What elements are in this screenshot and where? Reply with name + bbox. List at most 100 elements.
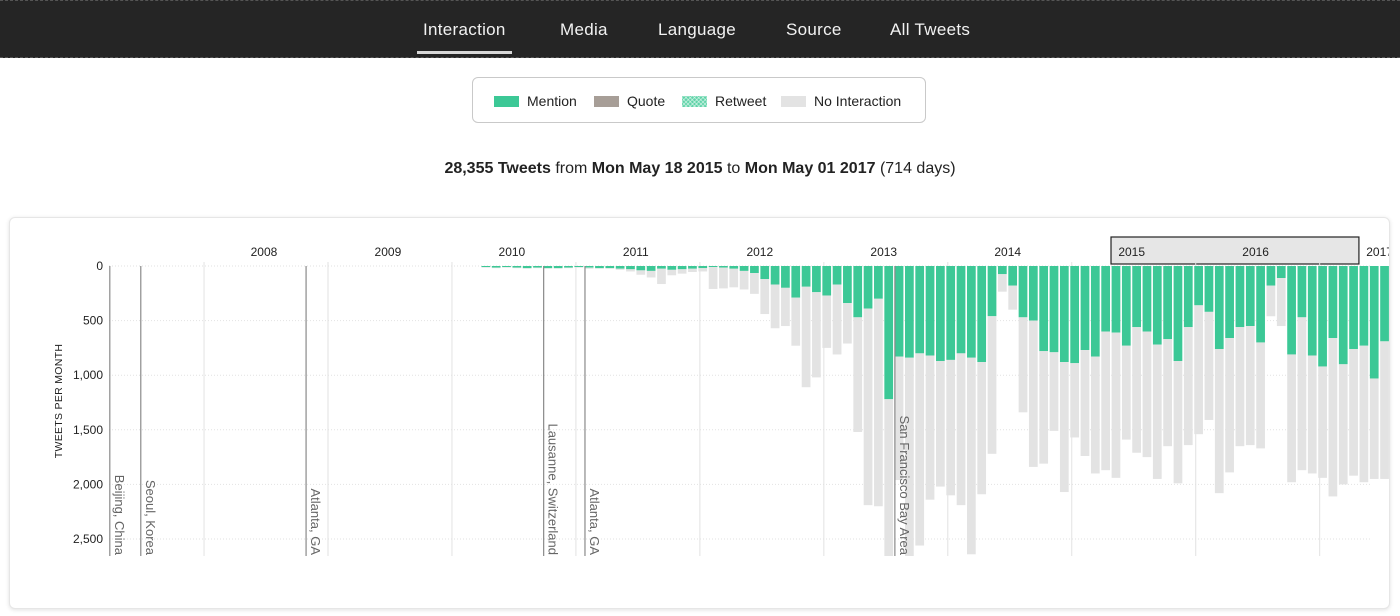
no-interaction-bar <box>946 359 956 496</box>
y-tick-label: 0 <box>96 259 103 273</box>
no-interaction-bar <box>584 267 594 269</box>
no-interaction-bar <box>1318 366 1327 478</box>
no-interaction-bar <box>543 268 553 269</box>
no-interaction-bar <box>615 268 625 270</box>
mention-bar <box>584 266 594 268</box>
no-interaction-bar <box>564 267 573 269</box>
mention-bar <box>894 266 904 357</box>
no-interaction-bar <box>708 267 718 289</box>
no-interaction-bar <box>1380 341 1389 479</box>
mention-bar <box>1142 266 1152 332</box>
mention-bar <box>1204 266 1214 312</box>
mention-bar <box>605 266 615 269</box>
mention-bar <box>1338 266 1348 365</box>
year-label: 2009 <box>375 245 402 259</box>
location-label: Atlanta, GA <box>308 489 323 556</box>
no-interaction-bar <box>1338 364 1348 485</box>
mention-bar <box>677 266 687 270</box>
mention-bar <box>698 266 708 269</box>
y-tick-label: 2,500 <box>73 532 103 546</box>
tab-media[interactable]: Media <box>560 20 608 39</box>
no-interaction-bar <box>1245 326 1255 446</box>
mention-bar <box>1266 266 1276 286</box>
legend-mention-label: Mention <box>527 93 577 109</box>
tab-language[interactable]: Language <box>658 20 737 39</box>
chart-legend: Mention Quote Retweet No Interaction <box>472 77 926 123</box>
mention-bar <box>688 266 697 269</box>
mention-bar <box>1245 266 1255 327</box>
no-interaction-bar <box>1163 339 1172 447</box>
no-interaction-bar <box>1183 327 1193 446</box>
mention-bar <box>626 266 635 270</box>
mention-bar <box>1152 266 1162 345</box>
mention-bar <box>822 266 832 296</box>
no-interaction-bar <box>1359 345 1369 483</box>
no-interaction-bar <box>853 317 863 432</box>
no-interaction-bar <box>729 268 739 288</box>
year-label: 2017 <box>1366 245 1389 259</box>
no-interaction-bar <box>822 295 832 348</box>
no-interaction-bar <box>1287 354 1296 483</box>
year-label: 2014 <box>994 245 1021 259</box>
mention-bar <box>1059 266 1069 363</box>
no-interaction-bar <box>1111 332 1121 478</box>
mention-bar <box>997 266 1007 275</box>
no-interaction-bar <box>677 269 687 274</box>
mention-bar <box>1090 266 1100 357</box>
no-interaction-bar <box>801 286 811 388</box>
legend-quote-swatch <box>594 96 619 107</box>
no-interaction-bar <box>1235 327 1245 447</box>
mention-bar <box>791 266 801 298</box>
summary-to: to <box>726 160 741 177</box>
mention-bar <box>595 266 604 269</box>
mention-bar <box>1132 266 1141 328</box>
legend-quote-label: Quote <box>627 93 666 109</box>
no-interaction-bar <box>605 268 615 269</box>
mention-bar <box>1111 266 1121 333</box>
mention-bar <box>1018 266 1028 318</box>
year-label: 2013 <box>870 245 897 259</box>
no-interaction-bar <box>1256 342 1265 449</box>
mention-bar <box>1049 266 1059 353</box>
no-interaction-bar <box>533 267 542 269</box>
mention-bar <box>956 266 966 354</box>
no-interaction-bar <box>925 355 935 500</box>
location-label: Beijing, China <box>112 475 127 556</box>
no-interaction-bar <box>574 267 584 268</box>
mention-bar <box>1028 266 1038 321</box>
mention-bar <box>1318 266 1327 367</box>
mention-bar <box>1287 266 1296 355</box>
no-interaction-bar <box>1225 338 1234 473</box>
no-interaction-bar <box>646 270 656 278</box>
no-interaction-bar <box>481 267 491 268</box>
legend-retweet-swatch <box>682 96 707 107</box>
year-label: 2011 <box>623 245 649 259</box>
tweets-per-month-chart[interactable]: 0 500 1,000 1,500 2,000 2,500 2008 2009 2010 2011… <box>10 218 1389 608</box>
no-interaction-bar <box>1039 351 1049 464</box>
tab-all-tweets[interactable]: All Tweets <box>890 20 971 39</box>
y-tick-label: 500 <box>83 314 103 328</box>
mention-bar <box>1328 266 1338 339</box>
mention-bar <box>564 266 573 268</box>
mention-bar <box>1256 266 1265 343</box>
no-interaction-bar <box>698 268 708 272</box>
mention-bar <box>863 266 873 309</box>
mention-bar <box>636 266 646 271</box>
mention-bar <box>915 266 925 354</box>
y-axis-title: TWEETS PER MONTH <box>53 344 65 458</box>
no-interaction-bar <box>832 284 842 355</box>
mention-bar <box>481 266 491 268</box>
no-interaction-bar <box>1070 363 1080 438</box>
no-interaction-bar <box>1008 285 1018 310</box>
selection-brush[interactable] <box>1110 236 1360 265</box>
no-interaction-bar <box>956 353 966 506</box>
no-interaction-bar <box>997 274 1007 292</box>
tab-interaction[interactable]: Interaction <box>417 1 512 57</box>
mention-bar <box>719 266 728 268</box>
mention-bar <box>1307 266 1317 356</box>
location-label: Lausanne, Switzerland <box>546 423 561 555</box>
year-label: 2008 <box>251 245 278 259</box>
tab-source[interactable]: Source <box>786 20 842 39</box>
mention-bar <box>491 266 501 268</box>
mention-bar <box>781 266 790 288</box>
